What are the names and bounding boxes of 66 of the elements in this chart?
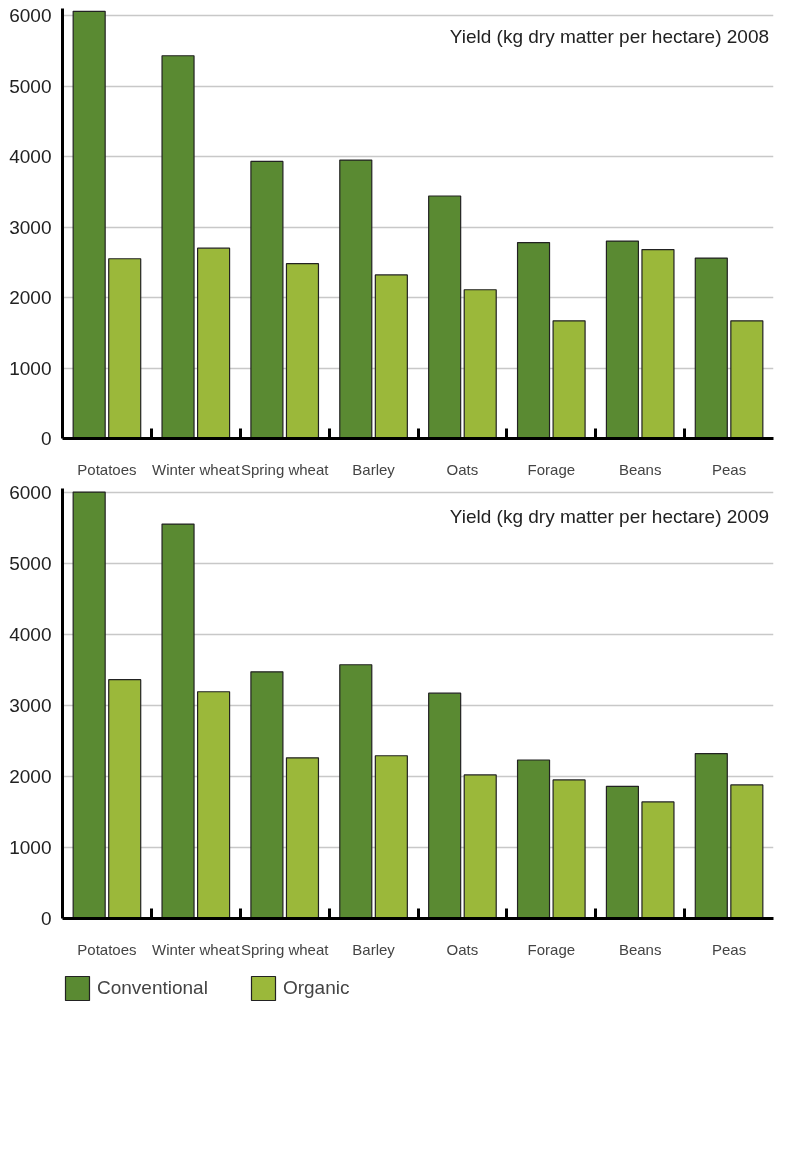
- x-tick-label: Barley: [352, 460, 396, 478]
- bar: [516, 241, 551, 439]
- bar: [641, 801, 675, 919]
- bar: [250, 160, 284, 439]
- y-tick-label: 1000: [9, 357, 52, 379]
- bar: [641, 248, 675, 439]
- x-tick-label: Peas: [711, 460, 747, 478]
- bar: [161, 523, 195, 919]
- text: Yield (kg dry matter per hectare) 2009: [449, 505, 770, 527]
- bar: [374, 274, 408, 439]
- y-tick-label: 2000: [9, 287, 52, 309]
- bar: [339, 664, 373, 919]
- bar: [552, 779, 586, 919]
- bar: [694, 753, 728, 919]
- bar: [339, 159, 373, 439]
- bar: [730, 784, 764, 919]
- bar: [72, 10, 106, 439]
- bar: [285, 263, 320, 439]
- bar: [196, 247, 231, 439]
- bar: [463, 289, 497, 439]
- legend-label: Conventional: [97, 977, 208, 999]
- x-tick-label: Barley: [352, 940, 396, 958]
- x-tick-label: Beans: [618, 940, 662, 958]
- bar: [730, 320, 764, 439]
- x-tick-label: Winter wheat: [152, 940, 241, 958]
- bar: [694, 257, 728, 439]
- bar: [605, 785, 640, 919]
- y-tick-label: 4000: [9, 623, 52, 645]
- x-tick-label: Winter wheat: [152, 460, 241, 478]
- x-tick-label: Spring wheat: [240, 940, 330, 958]
- y-tick-label: 5000: [9, 552, 52, 574]
- y-tick-label: 3000: [9, 216, 52, 238]
- y-tick-label: 4000: [9, 146, 52, 168]
- bar: [108, 679, 142, 919]
- bar: [463, 774, 497, 919]
- legend-label: Organic: [282, 977, 350, 999]
- bar: [605, 240, 640, 439]
- bar: [428, 692, 462, 919]
- x-tick-label: Potatoes: [77, 940, 137, 958]
- x-tick-label: Spring wheat: [240, 460, 330, 478]
- y-tick-label: 0: [40, 908, 52, 929]
- y-tick-label: 0: [40, 428, 52, 449]
- x-tick-label: Peas: [711, 940, 747, 958]
- y-tick-label: 5000: [9, 75, 52, 97]
- y-tick-label: 1000: [9, 836, 52, 858]
- bar: [161, 55, 195, 439]
- bar: [374, 755, 408, 919]
- x-tick-label: Forage: [527, 940, 576, 958]
- bar: [196, 691, 231, 919]
- bar: [108, 258, 142, 439]
- bar: [428, 195, 462, 439]
- x-tick-label: Beans: [618, 460, 662, 478]
- bar: [285, 757, 320, 919]
- bar: [72, 491, 106, 919]
- text: Yield (kg dry matter per hectare) 2008: [449, 25, 770, 47]
- y-tick-label: 6000: [9, 481, 52, 503]
- x-tick-label: Forage: [527, 460, 576, 478]
- y-tick-label: 2000: [9, 765, 52, 787]
- bar: [552, 320, 586, 439]
- x-tick-label: Oats: [446, 940, 479, 958]
- y-tick-label: 6000: [9, 5, 52, 27]
- x-tick-label: Potatoes: [77, 460, 137, 478]
- bar: [250, 671, 284, 919]
- x-tick-label: Oats: [446, 460, 479, 478]
- bar: [516, 759, 551, 919]
- y-tick-label: 3000: [9, 694, 52, 716]
